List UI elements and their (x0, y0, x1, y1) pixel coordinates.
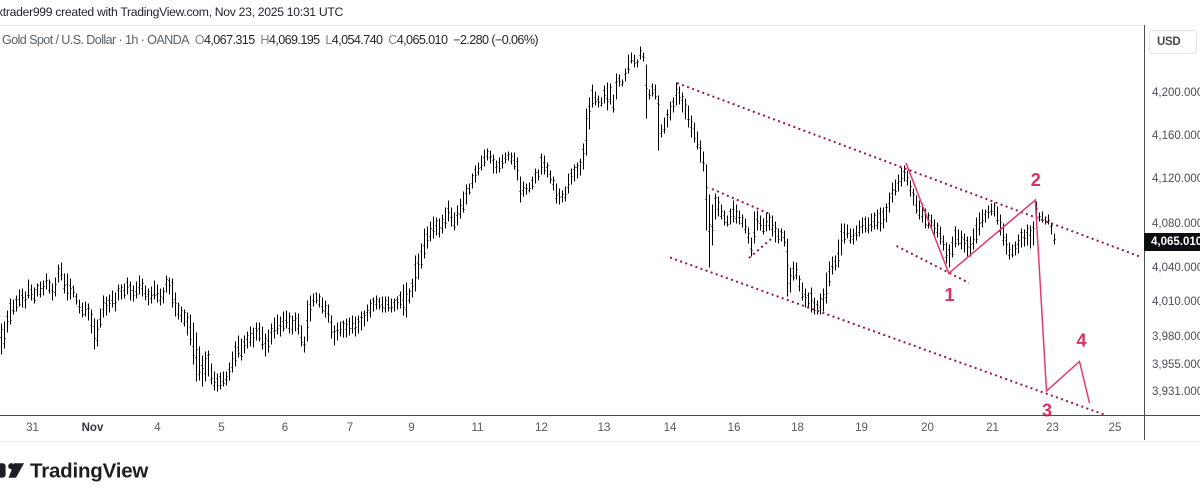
svg-text:3: 3 (1042, 401, 1052, 421)
svg-text:2: 2 (1031, 170, 1041, 190)
svg-text:1: 1 (944, 285, 954, 305)
svg-text:4: 4 (1076, 331, 1086, 351)
svg-text:TradingView: TradingView (30, 460, 148, 483)
